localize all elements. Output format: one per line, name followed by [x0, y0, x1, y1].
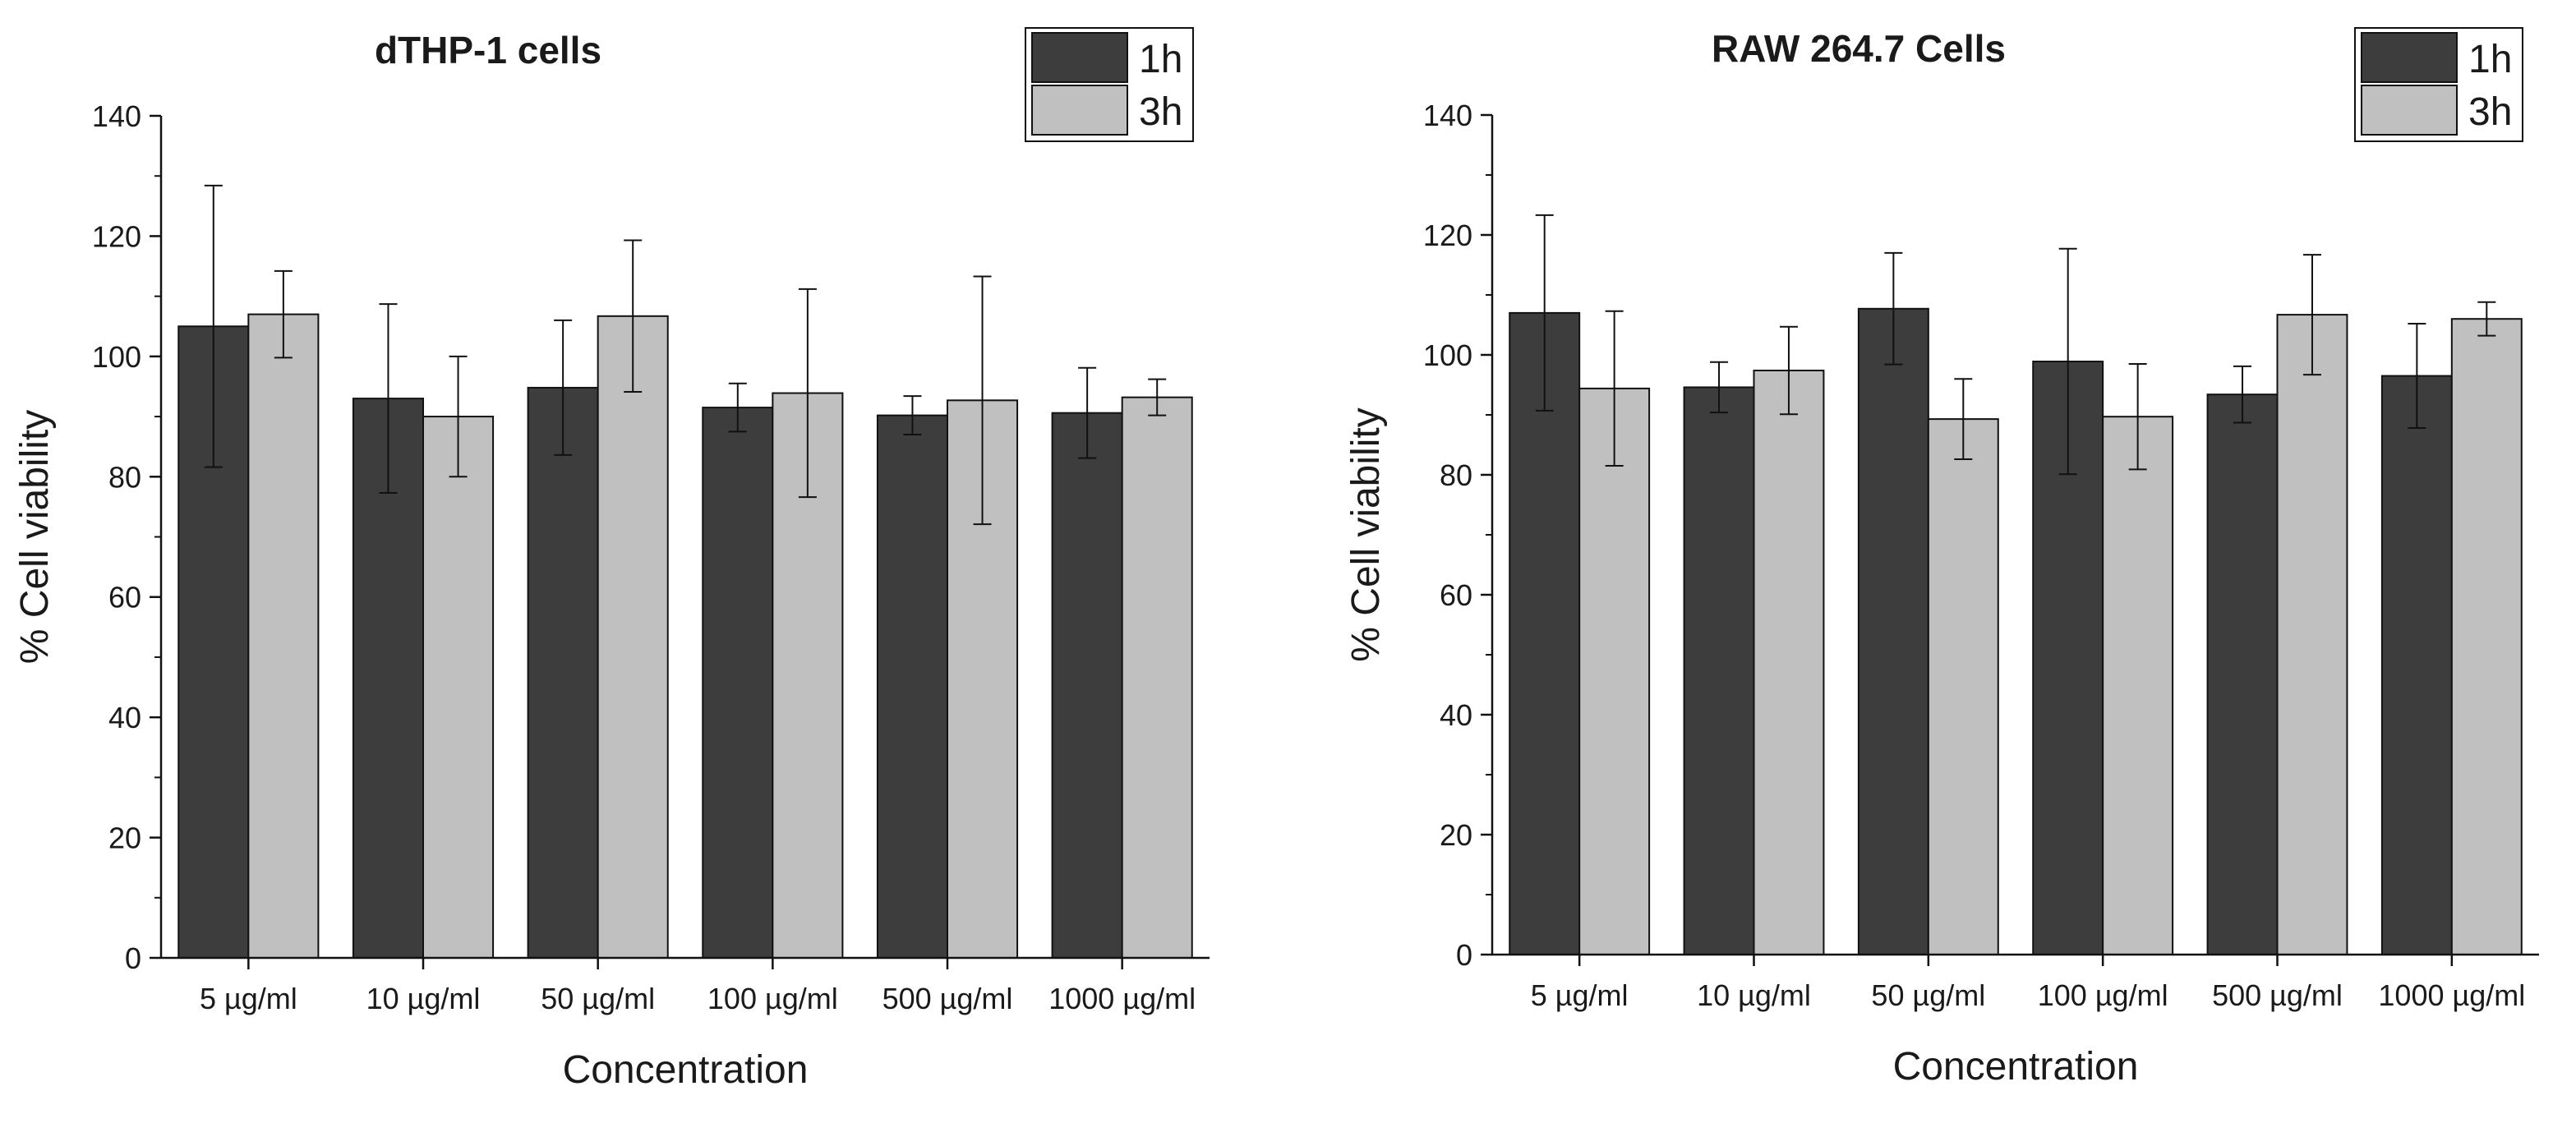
x-tick-label: 50 µg/ml [1871, 978, 1985, 1012]
y-tick-label: 60 [1440, 578, 1472, 612]
error-bar-1h-3 [728, 382, 747, 433]
y-tick-label: 60 [108, 581, 141, 614]
bar-1h-4 [876, 414, 949, 960]
y-tick-label: 100 [92, 340, 141, 374]
error-bar-3h-4 [2302, 254, 2321, 376]
error-bar-1h-2 [554, 319, 573, 456]
legend-label: 3h [1139, 90, 1182, 134]
x-axis-title: Concentration [1893, 1045, 2139, 1088]
error-bar-3h-1 [1779, 325, 1798, 416]
bar-3h-2 [597, 315, 669, 959]
bar-3h-3 [2102, 416, 2174, 955]
legend-swatch-1h [1031, 32, 1128, 83]
y-tick-label: 20 [1440, 818, 1472, 852]
bar-3h-5 [2450, 318, 2523, 955]
y-tick-label: 140 [92, 99, 141, 133]
legend-swatch-3h [2361, 85, 2458, 136]
y-axis-title: % Cell viability [13, 410, 57, 664]
x-tick-label: 1000 µg/ml [2378, 978, 2525, 1012]
y-tick-label: 0 [125, 941, 141, 975]
bar-3h-1 [422, 416, 495, 960]
legend-label: 1h [1139, 38, 1182, 81]
y-tick-label: 140 [1423, 99, 1472, 132]
error-bar-1h-4 [2233, 365, 2252, 424]
y-tick-label: 40 [108, 701, 141, 734]
error-bar-3h-0 [274, 269, 293, 359]
x-tick-label: 1000 µg/ml [1048, 982, 1196, 1015]
error-bar-3h-3 [2128, 362, 2147, 471]
bar-1h-2 [527, 386, 599, 959]
x-tick-label: 100 µg/ml [2038, 978, 2168, 1012]
bar-3h-0 [247, 313, 320, 960]
bar-1h-2 [1857, 307, 1929, 956]
error-bar-3h-5 [1148, 378, 1167, 417]
bar-3h-0 [1578, 387, 1651, 955]
bar-3h-4 [2276, 314, 2348, 955]
y-tick-label: 80 [108, 460, 141, 494]
y-tick-label: 40 [1440, 698, 1472, 732]
x-tick-label: 5 µg/ml [1531, 978, 1629, 1012]
legend-label: 3h [2468, 90, 2512, 134]
bar-1h-5 [2380, 375, 2453, 955]
x-tick-label: 500 µg/ml [882, 982, 1013, 1015]
legend-swatch-3h [1031, 85, 1128, 136]
y-tick-label: 120 [92, 219, 141, 253]
error-bar-1h-1 [1710, 361, 1729, 414]
chart-title: RAW 264.7 Cells [1712, 27, 2006, 70]
bar-3h-5 [1121, 396, 1193, 959]
error-bar-3h-2 [1954, 378, 1973, 461]
y-axis-title: % Cell viability [1344, 407, 1388, 661]
y-tick-label: 0 [1456, 938, 1472, 972]
error-bar-1h-5 [2408, 323, 2426, 430]
x-axis-title: Concentration [563, 1048, 809, 1092]
x-tick-label: 50 µg/ml [541, 982, 655, 1015]
error-bar-1h-4 [903, 395, 922, 436]
chart-title: dTHP-1 cells [375, 29, 601, 71]
error-bar-1h-1 [379, 303, 398, 495]
legend-swatch-1h [2361, 32, 2458, 83]
chart-dthp1: dTHP-1 cells % Cell viability Concentrat… [13, 27, 1210, 1092]
x-tick-label: 5 µg/ml [200, 982, 297, 1015]
error-bar-3h-0 [1605, 310, 1624, 467]
x-tick-label: 10 µg/ml [1697, 978, 1811, 1012]
bar-3h-1 [1753, 369, 1825, 956]
error-bar-1h-2 [1884, 251, 1903, 366]
y-tick-label: 100 [1423, 338, 1472, 372]
x-tick-label: 500 µg/ml [2212, 978, 2343, 1012]
bar-1h-1 [1683, 386, 1755, 956]
x-tick-label: 100 µg/ml [707, 982, 838, 1015]
error-bar-3h-5 [2477, 301, 2496, 337]
error-bar-3h-1 [449, 355, 468, 478]
bar-1h-3 [702, 407, 774, 959]
y-tick-label: 80 [1440, 458, 1472, 492]
error-bar-3h-4 [973, 275, 992, 526]
chart-raw2647: RAW 264.7 Cells % Cell viability Concent… [1344, 27, 2539, 1088]
legend-label: 1h [2468, 38, 2512, 81]
y-tick-label: 20 [108, 822, 141, 855]
error-bar-1h-0 [204, 184, 223, 468]
bar-3h-2 [1927, 418, 1999, 955]
x-tick-label: 10 µg/ml [366, 982, 481, 1015]
error-bar-3h-3 [798, 288, 817, 499]
y-tick-label: 120 [1423, 219, 1472, 252]
error-bar-1h-0 [1535, 214, 1554, 412]
bar-1h-4 [2206, 394, 2279, 955]
error-bar-1h-5 [1078, 366, 1097, 459]
error-bar-1h-3 [2058, 247, 2077, 476]
bar-1h-5 [1051, 412, 1123, 959]
error-bar-3h-2 [624, 239, 643, 394]
